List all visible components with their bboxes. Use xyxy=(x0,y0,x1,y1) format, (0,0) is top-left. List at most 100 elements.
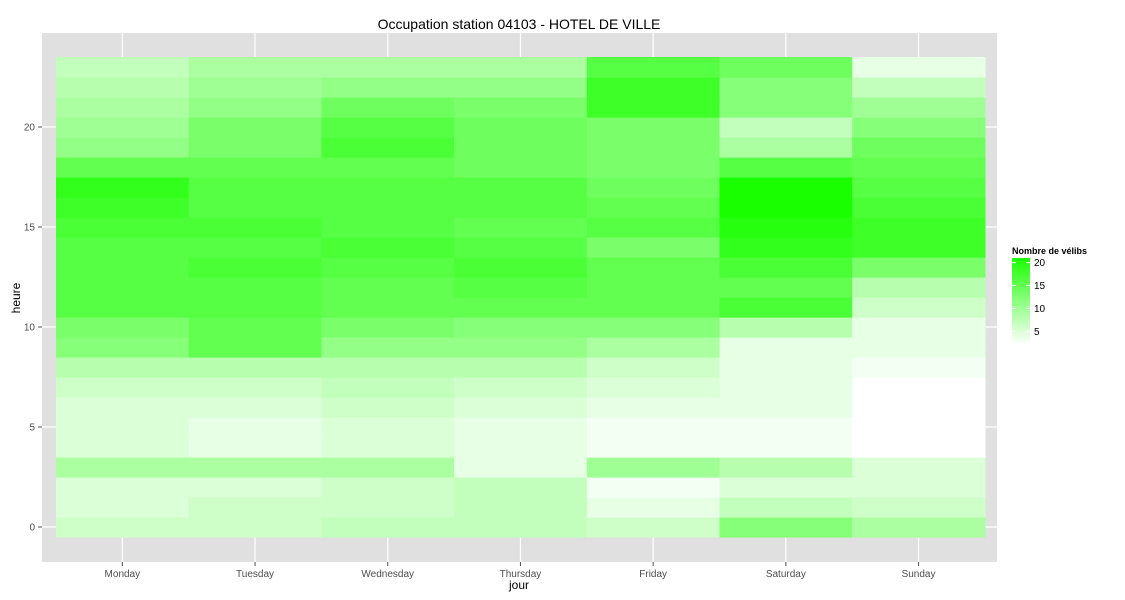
heatmap-cell xyxy=(188,137,322,158)
heatmap-cell xyxy=(852,417,986,438)
heatmap-cell xyxy=(852,217,986,238)
heatmap-cell xyxy=(321,337,455,358)
heatmap-cell xyxy=(321,457,455,478)
heatmap-cell xyxy=(188,197,322,218)
heatmap-cell xyxy=(321,237,455,258)
heatmap-cell xyxy=(188,457,322,478)
legend-color-bar xyxy=(1012,258,1030,345)
heatmap-cell xyxy=(56,297,190,318)
heatmap-cell xyxy=(56,317,190,338)
heatmap-cell xyxy=(56,437,190,458)
heatmap-cell xyxy=(719,77,853,98)
heatmap-cell xyxy=(852,257,986,278)
heatmap-cell xyxy=(852,77,986,98)
heatmap-cell xyxy=(454,377,588,398)
heatmap-cell xyxy=(454,57,588,78)
x-tick-label: Saturday xyxy=(766,569,806,580)
heatmap-cell xyxy=(719,57,853,78)
heatmap-cell xyxy=(188,317,322,338)
heatmap-cell xyxy=(188,497,322,518)
heatmap-cell xyxy=(454,97,588,118)
x-tick-label: Wednesday xyxy=(361,569,414,580)
heatmap-cell xyxy=(719,457,853,478)
heatmap-cell xyxy=(188,117,322,138)
heatmap-cell xyxy=(188,397,322,418)
x-tick-label: Monday xyxy=(105,569,141,580)
heatmap-cell xyxy=(321,277,455,298)
heatmap-cell xyxy=(188,177,322,198)
heatmap-cell xyxy=(454,217,588,238)
heatmap-cell xyxy=(719,317,853,338)
heatmap-cell xyxy=(719,497,853,518)
heatmap-cell xyxy=(454,497,588,518)
heatmap-cell xyxy=(56,277,190,298)
heatmap-cell xyxy=(321,77,455,98)
heatmap-cell xyxy=(56,477,190,498)
heatmap-cell xyxy=(56,117,190,138)
heatmap-cell xyxy=(454,297,588,318)
heatmap-cell xyxy=(321,257,455,278)
heatmap-cell xyxy=(188,337,322,358)
heatmap-cell xyxy=(321,417,455,438)
heatmap-cell xyxy=(454,237,588,258)
heatmap-cell xyxy=(56,197,190,218)
heatmap-cell xyxy=(56,77,190,98)
heatmap-cell xyxy=(188,217,322,238)
heatmap-cell xyxy=(586,357,721,378)
heatmap-cell xyxy=(56,137,190,158)
heatmap-cell xyxy=(188,257,322,278)
x-tick-label: Sunday xyxy=(902,569,936,580)
heatmap-cell xyxy=(454,397,588,418)
heatmap-cell xyxy=(719,357,853,378)
heatmap-cell xyxy=(454,317,588,338)
heatmap-cell xyxy=(586,97,721,118)
x-tick-label: Tuesday xyxy=(236,569,274,580)
heatmap-cell xyxy=(719,197,853,218)
heatmap-cell xyxy=(454,517,588,538)
heatmap-cell xyxy=(56,357,190,378)
heatmap-cell xyxy=(188,157,322,178)
heatmap-cell xyxy=(56,397,190,418)
legend-tick-label: 20 xyxy=(1034,258,1046,269)
heatmap-cell xyxy=(586,397,721,418)
heatmap-cell xyxy=(454,197,588,218)
heatmap-cell xyxy=(188,477,322,498)
heatmap-cell xyxy=(586,157,721,178)
heatmap-cell xyxy=(188,77,322,98)
heatmap-cell xyxy=(586,457,721,478)
heatmap-cell xyxy=(321,477,455,498)
heatmap-cell xyxy=(852,57,986,78)
x-tick-label: Thursday xyxy=(500,569,542,580)
heatmap-cell xyxy=(454,77,588,98)
heatmap-cell xyxy=(188,297,322,318)
heatmap-cell xyxy=(56,57,190,78)
heatmap-cell xyxy=(852,437,986,458)
heatmap-cell xyxy=(719,277,853,298)
heatmap-cell xyxy=(586,117,721,138)
heatmap-cell xyxy=(321,497,455,518)
heatmap-cell xyxy=(454,457,588,478)
heatmap-cell xyxy=(719,397,853,418)
heatmap-cell xyxy=(852,97,986,118)
heatmap-cell xyxy=(454,177,588,198)
heatmap-cell xyxy=(852,157,986,178)
heatmap-cell xyxy=(56,337,190,358)
heatmap-cell xyxy=(719,377,853,398)
x-tick-label: Friday xyxy=(639,569,667,580)
heatmap-cell xyxy=(852,497,986,518)
heatmap-cell xyxy=(586,477,721,498)
heatmap-cell xyxy=(586,277,721,298)
heatmap-cell xyxy=(586,337,721,358)
heatmap-cell xyxy=(852,477,986,498)
heatmap-cell xyxy=(321,517,455,538)
y-tick-label: 5 xyxy=(29,423,35,434)
y-tick-label: 20 xyxy=(24,123,36,134)
heatmap-cell xyxy=(852,397,986,418)
heatmap-cell xyxy=(719,217,853,238)
heatmap-cell xyxy=(586,517,721,538)
heatmap-cell xyxy=(586,257,721,278)
heatmap-cell xyxy=(56,497,190,518)
heatmap-cell xyxy=(56,97,190,118)
heatmap-cell xyxy=(188,517,322,538)
heatmap-cell xyxy=(586,137,721,158)
